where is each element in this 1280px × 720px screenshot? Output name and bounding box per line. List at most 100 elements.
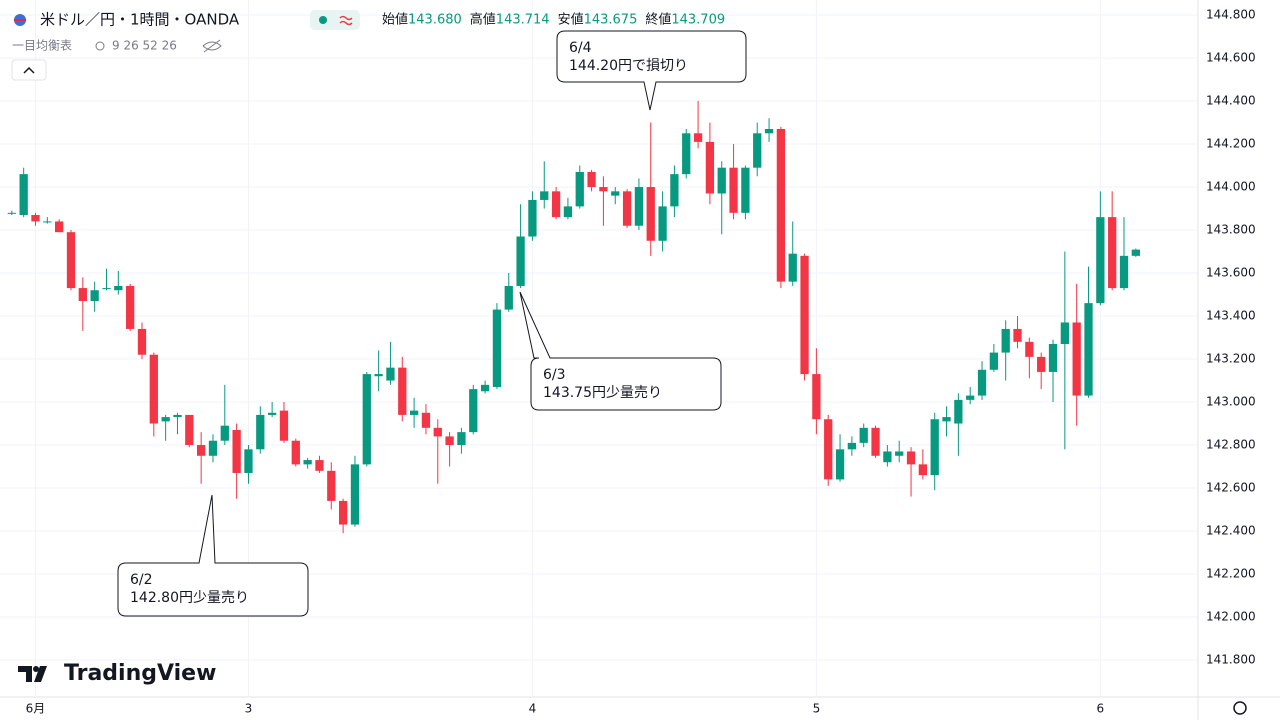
candle-body — [196, 445, 206, 456]
y-tick-label: 142.000 — [1206, 610, 1256, 624]
status-wave — [339, 15, 353, 26]
candle-body — [930, 419, 939, 476]
candle-body — [421, 412, 431, 428]
candle-body — [1096, 217, 1105, 304]
indicator-name[interactable]: 一目均衡表 — [12, 39, 72, 53]
y-tick-label: 143.600 — [1206, 266, 1256, 280]
candle-body — [90, 290, 99, 301]
candle-body — [303, 460, 312, 465]
candle-body — [989, 352, 999, 370]
candle-body — [977, 369, 987, 396]
candle-body — [753, 133, 762, 168]
candle-body — [480, 384, 490, 392]
callout-date: 6/2 — [130, 572, 153, 588]
candle-body — [504, 285, 513, 310]
candle-body — [492, 309, 502, 387]
candle-body — [66, 232, 76, 289]
y-tick-label: 143.400 — [1206, 309, 1256, 323]
candle-body — [824, 419, 833, 480]
collapse-arrow — [23, 66, 35, 74]
candle-body — [599, 187, 608, 192]
indicator-params: 9 26 52 26 — [112, 39, 177, 53]
indicator-icon — [95, 41, 105, 51]
candle-body — [1025, 341, 1034, 357]
candle-body — [55, 221, 64, 233]
candle-body — [315, 460, 324, 471]
candle-body — [942, 417, 951, 422]
candle-body — [78, 288, 87, 301]
candle-body — [800, 255, 809, 375]
candle-body — [433, 427, 442, 437]
candle-body — [551, 191, 561, 218]
candle-body — [31, 214, 40, 222]
candle-body — [220, 425, 229, 441]
y-tick-label: 142.200 — [1206, 567, 1256, 581]
candle-body — [291, 440, 300, 465]
candle-body — [362, 374, 371, 465]
candle-body — [445, 436, 454, 446]
status-badge[interactable] — [310, 10, 360, 30]
candle-body — [611, 191, 620, 196]
candle-body — [634, 187, 644, 226]
candle-body — [788, 253, 797, 282]
ohlc-label: 高値 — [470, 12, 496, 28]
symbol-title: 米ドル／円・1時間・OANDA — [40, 11, 240, 29]
candle-body — [1119, 255, 1129, 289]
y-tick-label: 142.600 — [1206, 481, 1256, 495]
brand-logo — [18, 666, 47, 682]
candle-body — [859, 427, 868, 443]
candle-body — [587, 171, 596, 188]
candle-body — [244, 449, 253, 473]
candle-body — [185, 414, 194, 446]
y-tick-label: 144.000 — [1206, 180, 1256, 194]
x-tick-label: 5 — [813, 702, 821, 716]
candle-body — [883, 451, 892, 463]
settings-icon[interactable] — [1233, 701, 1247, 715]
candle-body — [1060, 322, 1069, 344]
candle-body — [1108, 217, 1117, 289]
candle-body — [847, 442, 857, 450]
y-tick-label: 143.000 — [1206, 395, 1256, 409]
y-tick-label: 144.600 — [1206, 51, 1256, 65]
candle-body — [126, 285, 135, 329]
candle-body — [1048, 343, 1058, 372]
candle-body — [279, 410, 289, 441]
callout-box — [519, 291, 722, 411]
candle-body — [682, 133, 691, 175]
candle-body — [575, 171, 584, 207]
hide-icon[interactable] — [202, 39, 222, 53]
candle-body — [232, 429, 241, 473]
y-tick-label: 144.200 — [1206, 137, 1256, 151]
candle-body — [729, 167, 738, 213]
y-tick-label: 143.200 — [1206, 352, 1256, 366]
y-tick-label: 142.800 — [1206, 438, 1256, 452]
candle-body — [1084, 303, 1093, 396]
candle-body — [7, 212, 16, 214]
ohlc-value: 143.680 — [408, 13, 462, 28]
candle-body — [717, 167, 726, 194]
y-tick-label: 144.800 — [1206, 8, 1256, 22]
candle-body — [918, 464, 928, 476]
candle-body — [1072, 322, 1081, 396]
flag-stripe — [14, 19, 26, 21]
callout-box — [556, 30, 747, 111]
candle-body — [516, 236, 525, 286]
candle-body — [149, 354, 158, 424]
ohlc-header: 始値 143.680 高値 143.714 安値 143.675 終値 143.709 — [382, 12, 725, 28]
status-dot — [319, 16, 327, 24]
x-tick-label: 6月 — [26, 702, 46, 716]
candle-body — [966, 395, 975, 400]
candle-body — [161, 417, 170, 422]
ohlc-label: 始値 — [382, 12, 408, 28]
collapse-button[interactable] — [11, 59, 47, 81]
brand-name: TradingView — [64, 661, 216, 686]
candle-body — [693, 133, 703, 142]
callout-date: 6/3 — [543, 367, 566, 383]
ohlc-value: 143.709 — [671, 13, 725, 28]
candle-body — [658, 206, 667, 241]
callout-text: 143.75円少量売り — [543, 385, 662, 401]
candle-body — [540, 191, 549, 200]
candle-body — [208, 440, 218, 456]
candle-body — [528, 199, 537, 237]
